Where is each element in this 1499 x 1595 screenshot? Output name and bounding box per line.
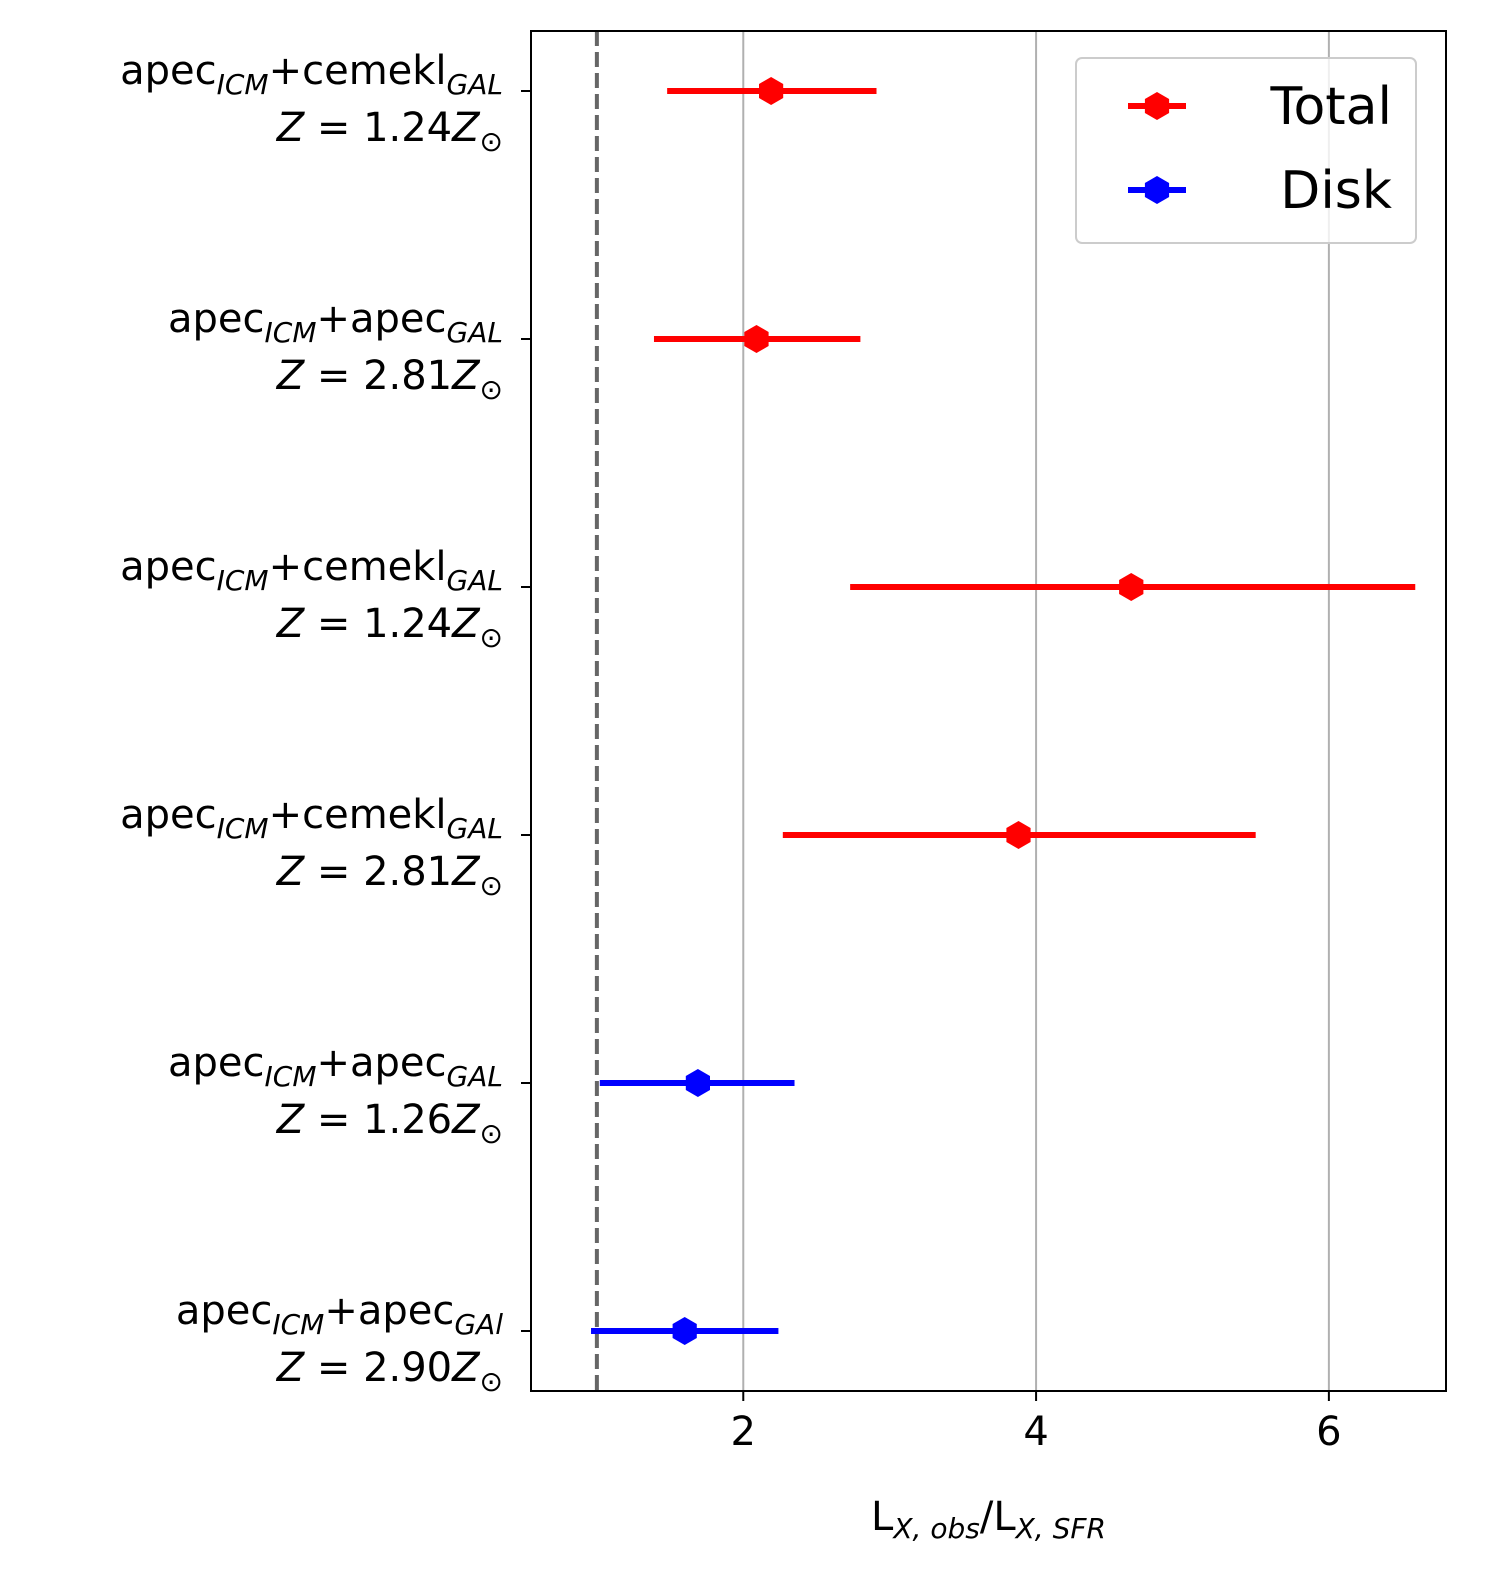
category-model-b-sub-5: GAl: [454, 1308, 503, 1341]
category-z-val-4: 1.26: [363, 1097, 452, 1143]
category-model-label-5: apecICM+apecGAl: [176, 1288, 503, 1341]
category-z-eq-2: =: [304, 601, 363, 647]
category-z-sym-1: Z: [276, 353, 306, 399]
category-model-plus-3: +: [269, 792, 303, 838]
category-z-sun-1: ⊙: [480, 373, 503, 406]
category-model-a-sub-1: ICM: [265, 316, 317, 349]
x-ticks-layer: 2 4 6: [731, 1391, 1342, 1455]
category-z-eq-3: =: [304, 849, 363, 895]
data-marks-layer: [591, 77, 1416, 1345]
category-model-b-sub-2: GAL: [447, 564, 503, 597]
category-z-sym-4: Z: [276, 1097, 306, 1143]
category-model-label-0: apecICM+cemeklGAL: [120, 48, 503, 101]
category-model-plus-1: +: [317, 296, 351, 342]
category-z-zsym-5: Z: [451, 1345, 481, 1391]
grid-layer: [742, 31, 1330, 1391]
total-point-2: [1119, 573, 1144, 601]
category-model-a-1: apec: [168, 296, 265, 342]
category-z-sun-4: ⊙: [480, 1117, 503, 1150]
legend-label-total: Total: [1270, 77, 1392, 137]
category-z-eq-1: =: [304, 353, 363, 399]
category-model-b-2: cemekl: [302, 544, 446, 590]
category-model-b-5: apec: [358, 1288, 455, 1334]
category-z-val-2: 1.24: [363, 601, 452, 647]
category-z-zsym-1: Z: [451, 353, 481, 399]
category-z-eq-4: =: [304, 1097, 363, 1143]
category-model-label-4: apecICM+apecGAL: [168, 1040, 503, 1093]
x-axis-title-slash: /: [980, 1494, 994, 1540]
legend: Total Disk: [1075, 57, 1417, 244]
category-z-label-3: Z = 2.81Z⊙: [276, 849, 503, 902]
total-point-0: [759, 77, 784, 105]
disk-point-5: [672, 1317, 697, 1345]
total-point-1: [744, 325, 769, 353]
category-model-plus-2: +: [269, 544, 303, 590]
category-model-b-0: cemekl: [302, 48, 446, 94]
x-axis-title-main1: L: [871, 1494, 894, 1540]
category-model-a-2: apec: [120, 544, 217, 590]
category-model-a-5: apec: [176, 1288, 273, 1334]
total-point-3: [1006, 821, 1031, 849]
category-model-a-sub-5: ICM: [272, 1308, 324, 1341]
disk-point-4: [685, 1069, 710, 1097]
x-tick-label-2: 2: [731, 1409, 756, 1455]
category-model-a-sub-4: ICM: [265, 1060, 317, 1093]
legend-marker-disk: [1144, 176, 1170, 204]
category-z-sun-2: ⊙: [480, 621, 503, 654]
category-z-sym-3: Z: [276, 849, 306, 895]
category-z-zsym-3: Z: [451, 849, 481, 895]
x-tick-label-4: 4: [1023, 1409, 1048, 1455]
plot-frame: [530, 30, 1447, 1392]
category-model-b-sub-0: GAL: [447, 68, 503, 101]
category-z-label-2: Z = 1.24Z⊙: [276, 601, 503, 654]
category-z-sun-0: ⊙: [480, 125, 503, 158]
category-z-eq-5: =: [304, 1345, 363, 1391]
x-axis-title-main2: L: [993, 1494, 1016, 1540]
category-model-a-sub-0: ICM: [217, 68, 269, 101]
category-model-a-sub-2: ICM: [217, 564, 269, 597]
category-model-a-sub-3: ICM: [217, 812, 269, 845]
category-z-label-4: Z = 1.26Z⊙: [276, 1097, 503, 1150]
category-model-a-0: apec: [120, 48, 217, 94]
category-z-zsym-2: Z: [451, 601, 481, 647]
category-z-sun-3: ⊙: [480, 869, 503, 902]
category-z-zsym-0: Z: [451, 105, 481, 151]
x-axis-title: LX, obs/LX, SFR: [871, 1494, 1106, 1545]
category-model-label-2: apecICM+cemeklGAL: [120, 544, 503, 597]
category-z-val-0: 1.24: [363, 105, 452, 151]
category-z-sym-5: Z: [276, 1345, 306, 1391]
category-model-a-3: apec: [120, 792, 217, 838]
category-z-sun-5: ⊙: [480, 1365, 503, 1398]
category-model-b-sub-1: GAL: [447, 316, 503, 349]
category-model-a-4: apec: [168, 1040, 265, 1086]
x-axis-title-sub2: X, SFR: [1014, 1512, 1106, 1545]
category-model-b-sub-3: GAL: [447, 812, 503, 845]
category-model-label-3: apecICM+cemeklGAL: [120, 792, 503, 845]
category-model-plus-5: +: [324, 1288, 358, 1334]
category-z-zsym-4: Z: [451, 1097, 481, 1143]
category-z-val-5: 2.90: [363, 1345, 452, 1391]
category-z-label-5: Z = 2.90Z⊙: [276, 1345, 503, 1398]
category-z-label-1: Z = 2.81Z⊙: [276, 353, 503, 406]
category-model-label-1: apecICM+apecGAL: [168, 296, 503, 349]
category-model-b-4: apec: [350, 1040, 447, 1086]
x-axis-title-sub1: X, obs: [891, 1512, 979, 1545]
category-z-sym-0: Z: [276, 105, 306, 151]
category-z-sym-2: Z: [276, 601, 306, 647]
category-model-b-1: apec: [350, 296, 447, 342]
category-z-val-3: 2.81: [363, 849, 452, 895]
category-model-b-3: cemekl: [302, 792, 446, 838]
legend-label-disk: Disk: [1280, 161, 1392, 221]
category-z-val-1: 2.81: [363, 353, 452, 399]
category-z-label-0: Z = 1.24Z⊙: [276, 105, 503, 158]
x-tick-label-6: 6: [1316, 1409, 1341, 1455]
legend-entries: Total Disk: [1128, 77, 1392, 221]
legend-marker-total: [1144, 92, 1170, 120]
category-model-plus-0: +: [269, 48, 303, 94]
category-model-b-sub-4: GAL: [447, 1060, 503, 1093]
category-model-plus-4: +: [317, 1040, 351, 1086]
category-z-eq-0: =: [304, 105, 363, 151]
